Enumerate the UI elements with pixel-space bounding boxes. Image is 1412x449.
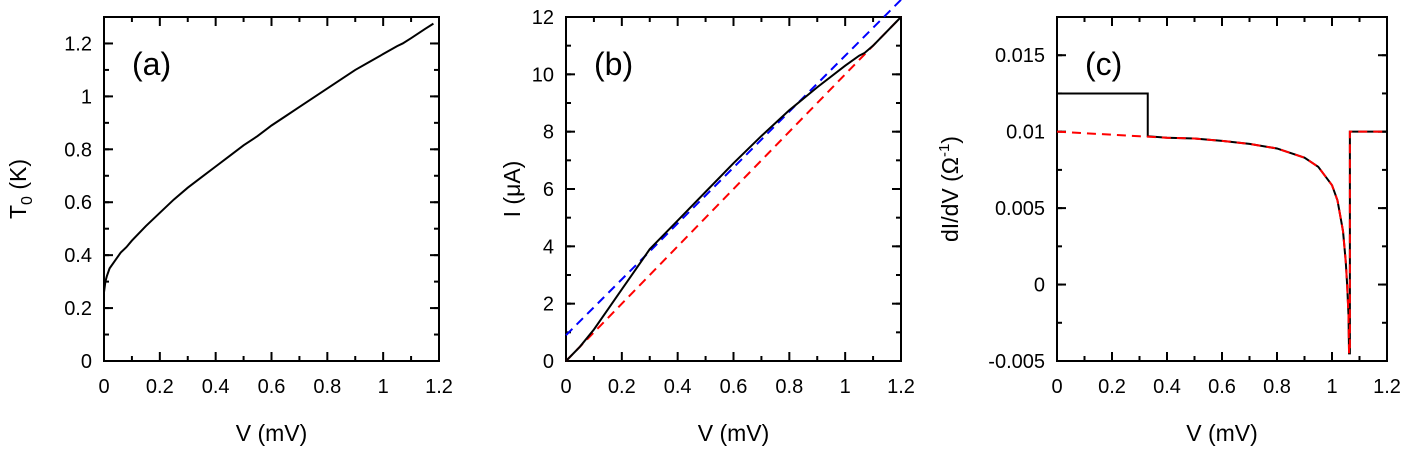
y-tick-label: -0.005 bbox=[988, 351, 1045, 373]
y-tick-label: 0.01 bbox=[1006, 122, 1045, 144]
x-tick-label: 0.2 bbox=[608, 376, 636, 398]
y-tick-label: 1 bbox=[81, 86, 92, 108]
y-tick-label: 0.2 bbox=[64, 298, 92, 320]
x-tick-label: 1 bbox=[1326, 376, 1337, 398]
y-axis-label-tail: (K) bbox=[5, 159, 31, 196]
panel-label: (a) bbox=[132, 46, 171, 82]
x-tick-label: 1 bbox=[378, 376, 389, 398]
y-tick-label: 0.8 bbox=[64, 139, 92, 161]
y-tick-label: 0 bbox=[81, 351, 92, 373]
x-tick-label: 0.8 bbox=[775, 376, 803, 398]
x-axis-label: V (mV) bbox=[698, 420, 770, 446]
series-line-0 bbox=[565, 0, 902, 336]
x-tick-label: 1.2 bbox=[887, 376, 915, 398]
x-tick-label: 0.8 bbox=[313, 376, 341, 398]
panel-c: 0 0.2 0.4 0.6 0.8 1 1.2 -0.005 0 0.005 0.01 0.015 (c… bbox=[936, 16, 1401, 446]
y-tick-label: 6 bbox=[543, 179, 554, 201]
x-tick-label: 0.6 bbox=[1208, 376, 1236, 398]
x-tick-label: 0.8 bbox=[1263, 376, 1291, 398]
y-tick-label: 8 bbox=[543, 122, 554, 144]
x-axis-label: V (mV) bbox=[1186, 420, 1258, 446]
x-tick-label: 0 bbox=[1051, 376, 1062, 398]
y-axis-label-main: I (μA) bbox=[499, 161, 525, 218]
x-tick-label: 1.2 bbox=[1373, 376, 1401, 398]
y-tick-label: 0 bbox=[543, 351, 554, 373]
y-tick-label: 12 bbox=[532, 7, 554, 29]
y-tick-label: 4 bbox=[543, 236, 554, 258]
y-tick-label: 0.015 bbox=[995, 45, 1045, 67]
y-axis-label: dI/dV (Ω-1) bbox=[936, 136, 963, 242]
series-line-0 bbox=[1057, 92, 1387, 355]
series-line-1 bbox=[565, 16, 902, 362]
x-axis-label: V (mV) bbox=[236, 420, 308, 446]
series-line-0 bbox=[103, 22, 434, 293]
y-axis-label-main: T bbox=[5, 205, 31, 219]
y-tick-label: 10 bbox=[532, 64, 554, 86]
y-tick-label: 0.005 bbox=[995, 198, 1045, 220]
y-tick-label: 1.2 bbox=[64, 33, 92, 55]
y-tick-label: 0.4 bbox=[64, 245, 92, 267]
x-tick-label: 0.4 bbox=[664, 376, 692, 398]
y-tick-label: 2 bbox=[543, 294, 554, 316]
x-tick-label: 0.4 bbox=[1153, 376, 1181, 398]
series-line-2 bbox=[565, 16, 902, 362]
x-tick-label: 0.6 bbox=[720, 376, 748, 398]
series-line-1 bbox=[1056, 130, 1387, 355]
y-tick-label: 0.6 bbox=[64, 192, 92, 214]
x-tick-label: 0.2 bbox=[146, 376, 174, 398]
panel-b: 0 0.2 0.4 0.6 0.8 1 1.2 0 2 4 6 8 10 12 (b) V (mV) I (μA… bbox=[499, 0, 915, 446]
x-tick-label: 0.6 bbox=[258, 376, 286, 398]
y-axis-label-tail: ) bbox=[937, 136, 963, 144]
x-tick-label: 0.2 bbox=[1098, 376, 1126, 398]
x-tick-label: 0 bbox=[98, 376, 109, 398]
x-tick-label: 0 bbox=[560, 376, 571, 398]
y-tick-label: 0 bbox=[1034, 275, 1045, 297]
y-axis-label: T0 (K) bbox=[5, 159, 36, 219]
x-tick-label: 1 bbox=[840, 376, 851, 398]
panel-label: (c) bbox=[1085, 46, 1122, 82]
panel-a: 0 0.2 0.4 0.6 0.8 1 1.2 0 0.2 0.4 0.6 0.8 1 1.2 (a) V (… bbox=[5, 16, 453, 446]
y-axis-label-main: dI/dV (Ω bbox=[937, 157, 963, 242]
y-axis-label-subscript: 0 bbox=[19, 196, 36, 205]
y-axis-label: I (μA) bbox=[499, 161, 525, 218]
x-tick-label: 1.2 bbox=[425, 376, 453, 398]
panel-label: (b) bbox=[594, 46, 633, 82]
y-axis-label-superscript: -1 bbox=[936, 144, 953, 157]
x-tick-label: 0.4 bbox=[202, 376, 230, 398]
